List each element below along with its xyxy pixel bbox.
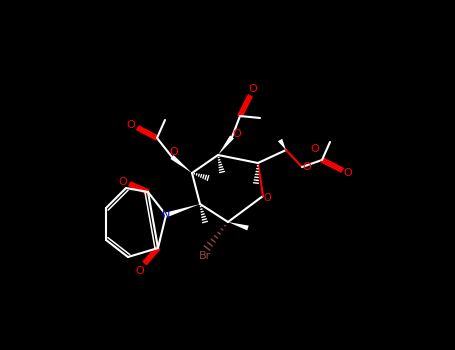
Polygon shape	[171, 155, 192, 173]
Polygon shape	[218, 135, 234, 155]
Text: O: O	[136, 266, 144, 276]
Text: O: O	[303, 162, 311, 172]
Text: Br: Br	[199, 251, 211, 261]
Text: O: O	[263, 193, 271, 203]
Text: O: O	[126, 120, 136, 130]
Text: O: O	[119, 177, 127, 187]
Text: O: O	[233, 129, 241, 139]
Polygon shape	[278, 139, 286, 150]
Text: O: O	[170, 147, 178, 157]
Text: O: O	[248, 84, 258, 94]
Polygon shape	[228, 222, 249, 230]
Text: N: N	[162, 210, 170, 220]
Polygon shape	[165, 204, 200, 217]
Text: O: O	[311, 144, 319, 154]
Text: O: O	[344, 168, 352, 178]
